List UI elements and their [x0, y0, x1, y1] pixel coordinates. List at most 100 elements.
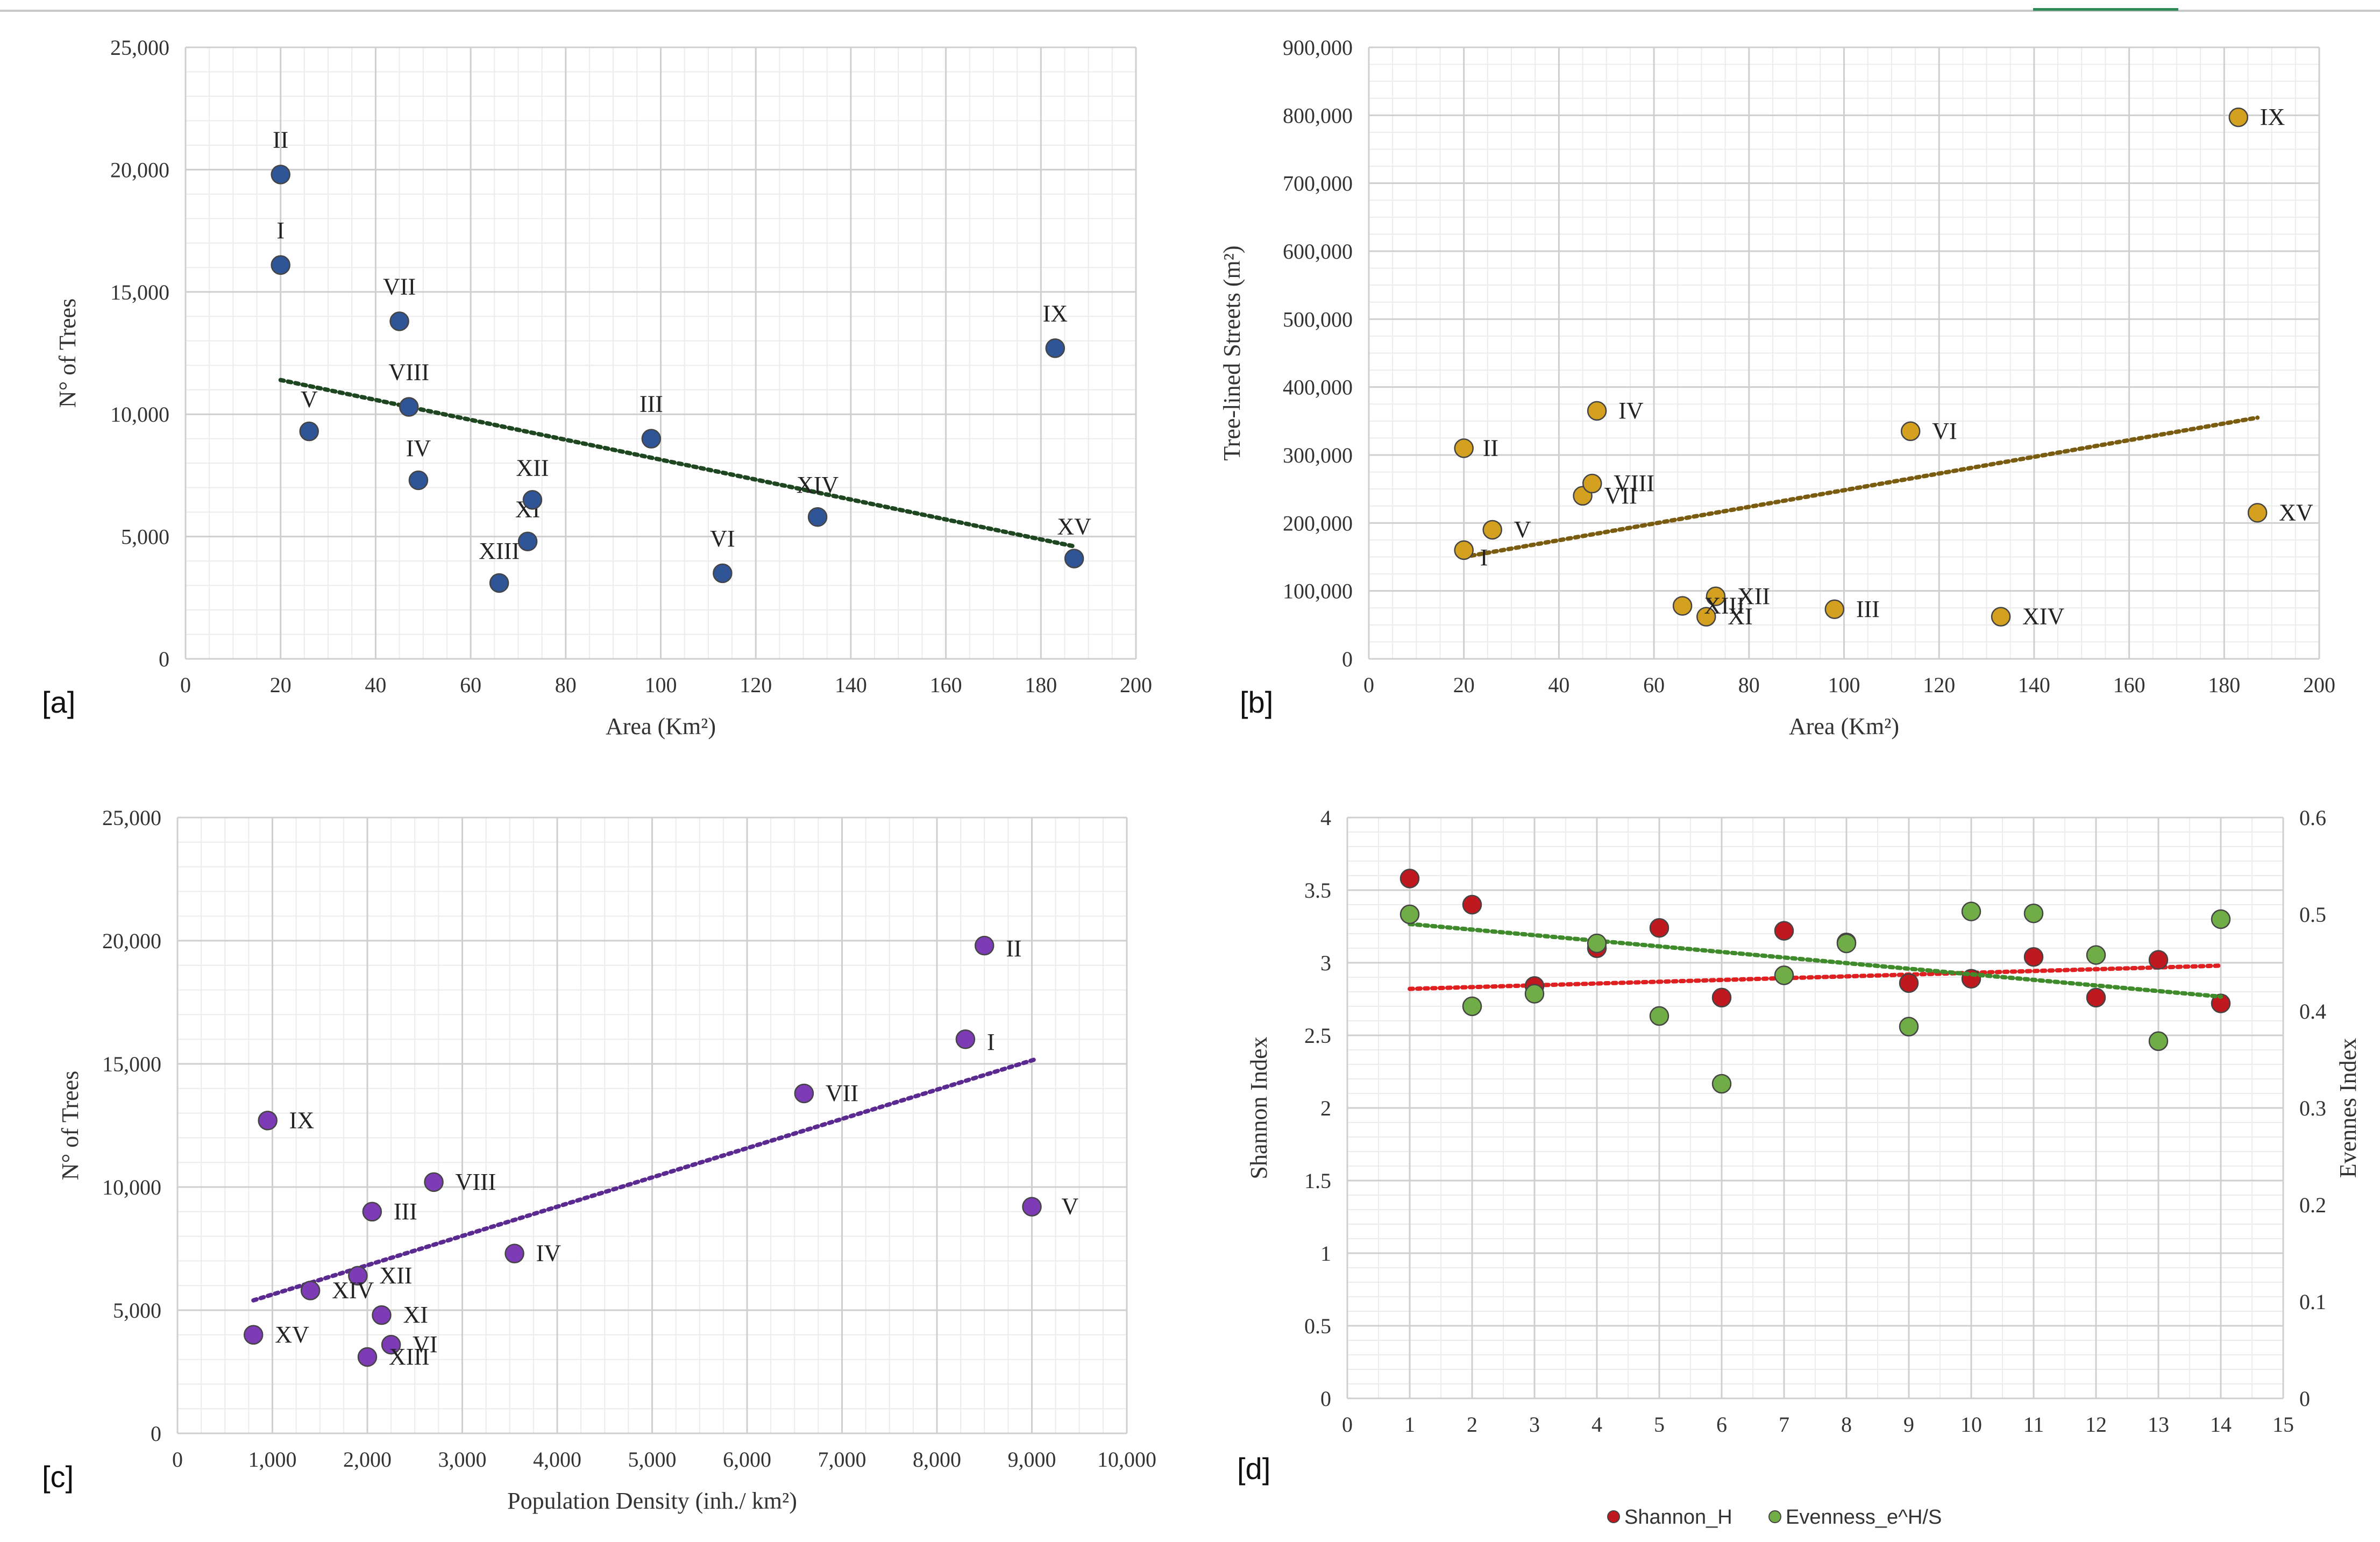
y-tick-label: 3.5 — [1304, 878, 1331, 903]
data-point — [2023, 947, 2044, 967]
data-point — [2247, 503, 2268, 523]
x-tick-label: 5 — [1654, 1412, 1665, 1437]
y-tick-label: 800,000 — [1283, 103, 1353, 127]
y-tick-label: 2 — [1320, 1096, 1331, 1120]
y-tick-label: 5,000 — [121, 525, 169, 549]
point-label: I — [987, 1029, 995, 1055]
panel-label: [d] — [1237, 1452, 1270, 1486]
y-tick-label: 1.5 — [1304, 1169, 1331, 1193]
trend-line — [251, 1056, 1039, 1303]
point-label: I — [276, 217, 285, 244]
data-point — [713, 563, 733, 584]
trend-line — [1408, 963, 2223, 991]
y-tick-label: 0.5 — [1304, 1314, 1331, 1338]
x-tick-label: 140 — [835, 673, 867, 697]
chart-panel-b: 0 20 40 60 80 100 120 140 160 180 200 0 100,000 200,0… — [1219, 35, 2335, 740]
point-label: VIII — [456, 1169, 496, 1195]
point-label: VI — [413, 1331, 437, 1358]
data-point — [1961, 901, 1981, 921]
point-label: XII — [1737, 583, 1770, 609]
data-point — [1454, 540, 1474, 560]
legend-label-evenness: Evenness_e^H/S — [1786, 1506, 1942, 1529]
y-tick-label: 600,000 — [1283, 239, 1353, 264]
point-label: VIII — [388, 359, 429, 386]
data-point — [1524, 984, 1545, 1004]
x-tick-label: 60 — [1643, 673, 1665, 697]
x-tick-label: 160 — [930, 673, 962, 697]
point-label: VI — [710, 525, 735, 552]
trend-line — [1408, 922, 2223, 999]
data-point — [1587, 933, 1607, 954]
y-tick-label: 100,000 — [1283, 579, 1353, 603]
panel-label: [b] — [1240, 685, 1273, 719]
x-tick-label: 60 — [460, 673, 481, 697]
point-label: II — [273, 126, 288, 153]
data-point — [1991, 607, 2011, 627]
data-point — [2211, 993, 2231, 1013]
point-label: II — [1483, 435, 1498, 461]
point-label: II — [1006, 935, 1021, 962]
point-label: I — [1480, 544, 1488, 571]
data-point — [389, 311, 409, 331]
point-label: III — [640, 391, 663, 417]
data-point — [1462, 996, 1482, 1017]
x-tick-label: 4,000 — [533, 1447, 581, 1472]
point-label: VII — [383, 273, 416, 300]
x-tick-label: 80 — [1738, 673, 1760, 697]
point-label: VI — [1932, 418, 1957, 444]
data-point — [1587, 401, 1607, 421]
data-point — [1900, 421, 1921, 442]
point-label: VII — [1604, 482, 1637, 509]
y-tick-label: 2.5 — [1304, 1024, 1331, 1048]
data-point — [807, 507, 828, 527]
data-point — [517, 531, 538, 551]
x-tick-label: 120 — [1923, 673, 1955, 697]
x-tick-label: 2 — [1467, 1412, 1477, 1437]
x-tick-label: 100 — [645, 673, 677, 697]
y-axis-title: Shannon Index — [1246, 1036, 1272, 1179]
data-point — [258, 1111, 278, 1131]
x-tick-label: 10,000 — [1097, 1447, 1156, 1472]
x-tick-label: 13 — [2148, 1412, 2169, 1437]
x-tick-label: 40 — [1548, 673, 1569, 697]
data-point — [1649, 1006, 1669, 1026]
point-label: VII — [826, 1080, 858, 1106]
point-label: III — [1856, 596, 1880, 622]
trend-line — [1461, 415, 2260, 559]
point-label: IX — [2260, 104, 2285, 130]
x-tick-label: 0 — [180, 673, 191, 697]
x-tick-label: 8,000 — [913, 1447, 961, 1472]
y-tick-label: 300,000 — [1283, 443, 1353, 467]
point-label: III — [394, 1198, 417, 1225]
x-tick-label: 3,000 — [438, 1447, 487, 1472]
point-label: XV — [275, 1321, 309, 1348]
data-point — [1462, 894, 1482, 915]
data-point — [1696, 607, 1716, 627]
y-tick-label: 500,000 — [1283, 307, 1353, 331]
y-tick-label: 15,000 — [102, 1052, 161, 1076]
x-tick-label: 100 — [1828, 673, 1860, 697]
x-tick-label: 0 — [1363, 673, 1374, 697]
point-label: IX — [289, 1107, 314, 1133]
data-point — [1064, 549, 1084, 569]
y-tick-label: 0 — [151, 1422, 161, 1446]
x-tick-label: 20 — [270, 673, 292, 697]
data-point — [955, 1029, 976, 1049]
y-tick-label: 20,000 — [110, 158, 169, 182]
x-tick-label: 180 — [1025, 673, 1057, 697]
data-point — [1774, 921, 1794, 941]
x-tick-label: 0 — [1342, 1412, 1353, 1437]
data-point — [1706, 586, 1726, 607]
data-point — [2086, 945, 2106, 965]
data-point — [357, 1347, 378, 1367]
data-point — [1454, 438, 1474, 458]
y2-axis-title: Evennes Index — [2335, 1038, 2361, 1178]
data-point — [2228, 107, 2249, 127]
y-tick-label: 25,000 — [110, 35, 169, 60]
y-tick-label: 0 — [159, 647, 169, 671]
data-point — [408, 470, 429, 491]
x-tick-label: 5,000 — [628, 1447, 677, 1472]
y-tick-label: 5,000 — [113, 1298, 161, 1323]
y2-tick-label: 0.6 — [2299, 806, 2326, 830]
x-tick-label: 0 — [172, 1447, 183, 1472]
